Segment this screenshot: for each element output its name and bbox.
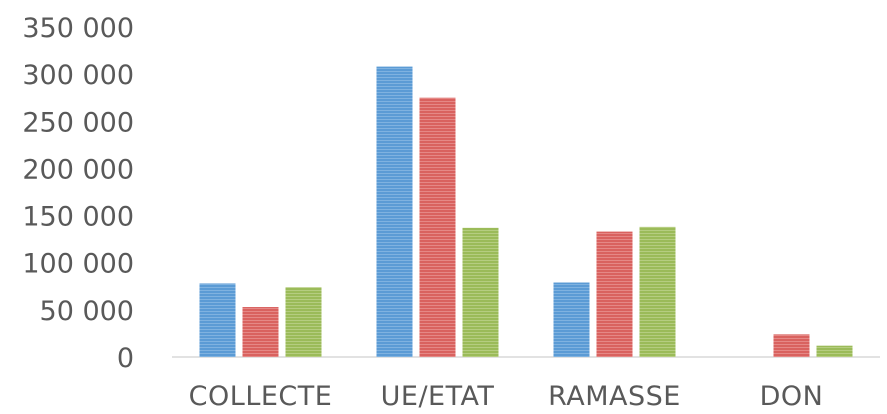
y-axis-tick-labels: 0 50 000 100 000 150 000 200 000 250 000 300 0… [22,13,134,374]
bar-ue-etat-series-3 [462,227,499,357]
bar-collecte-series-2 [242,307,279,357]
x-category-label: COLLECTE [189,381,333,412]
bar-ue-etat-series-2 [419,97,456,357]
bar-ramasse-series-2 [596,231,633,357]
y-tick-label: 50 000 [40,296,134,327]
y-tick-label: 100 000 [22,249,134,280]
bar-collecte-series-3 [285,287,322,357]
bars-group [199,66,853,357]
y-tick-label: 0 [117,343,134,374]
bar-don-series-3 [816,345,853,357]
x-axis-category-labels: COLLECTE UE/ETAT RAMASSE DON [189,381,824,412]
bar-ue-etat-series-1 [376,66,413,357]
x-category-label: RAMASSE [548,381,681,412]
y-tick-label: 150 000 [22,202,134,233]
bar-don-series-2 [773,334,810,357]
y-tick-label: 250 000 [22,107,134,138]
bar-ramasse-series-1 [553,282,590,357]
y-tick-label: 300 000 [22,60,134,91]
bar-collecte-series-1 [199,283,236,357]
y-tick-label: 200 000 [22,154,134,185]
x-category-label: UE/ETAT [381,381,495,412]
y-tick-label: 350 000 [22,13,134,44]
x-category-label: DON [760,381,824,412]
bar-ramasse-series-3 [639,226,676,357]
